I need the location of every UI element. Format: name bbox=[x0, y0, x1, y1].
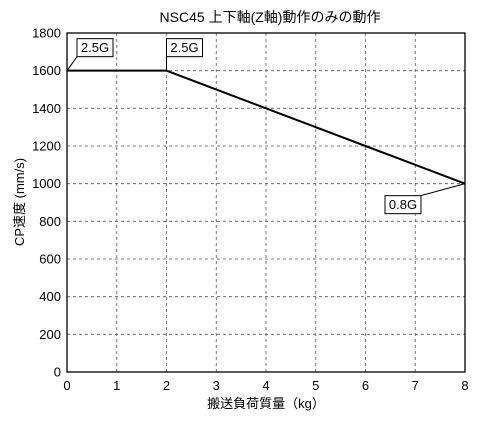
annotation-leader bbox=[66, 56, 78, 71]
annotation-label: 2.5G bbox=[170, 40, 198, 55]
y-tick-label: 1400 bbox=[32, 101, 61, 116]
y-tick-label: 1200 bbox=[32, 139, 61, 154]
annotation-label: 0.8G bbox=[389, 197, 417, 212]
x-axis-ticks: 0 1 2 3 4 5 6 7 8 bbox=[63, 378, 468, 393]
x-tick-label: 4 bbox=[262, 378, 269, 393]
y-axis-label: CP速度 (mm/s) bbox=[12, 158, 27, 246]
annotations: 2.5G 2.5G 0.8G bbox=[66, 38, 466, 215]
y-tick-label: 600 bbox=[39, 252, 61, 267]
annotation-leader bbox=[420, 183, 466, 197]
y-tick-label: 1000 bbox=[32, 176, 61, 191]
y-tick-label: 400 bbox=[39, 289, 61, 304]
annotation-box bbox=[76, 38, 114, 58]
annotation-label: 2.5G bbox=[81, 40, 109, 55]
x-tick-label: 0 bbox=[63, 378, 70, 393]
y-axis-ticks: 0 200 400 600 800 1000 1200 1400 1600 1800 bbox=[32, 26, 61, 380]
y-tick-label: 1800 bbox=[32, 26, 61, 41]
x-axis-label: 搬送負荷質量（kg） bbox=[207, 396, 325, 411]
y-tick-label: 800 bbox=[39, 214, 61, 229]
x-tick-label: 3 bbox=[213, 378, 220, 393]
annotation-box bbox=[384, 195, 422, 215]
y-tick-label: 1600 bbox=[32, 63, 61, 78]
x-tick-label: 1 bbox=[113, 378, 120, 393]
x-tick-label: 2 bbox=[163, 378, 170, 393]
annotation-box bbox=[166, 38, 203, 58]
x-tick-label: 5 bbox=[312, 378, 319, 393]
plot-frame bbox=[66, 32, 466, 373]
y-tick-label: 0 bbox=[54, 365, 61, 380]
x-tick-label: 8 bbox=[461, 378, 468, 393]
y-tick-label: 200 bbox=[39, 327, 61, 342]
chart-title: NSC45 上下軸(Z軸)動作のみの動作 bbox=[160, 9, 381, 25]
x-tick-label: 6 bbox=[362, 378, 369, 393]
x-tick-label: 7 bbox=[412, 378, 419, 393]
